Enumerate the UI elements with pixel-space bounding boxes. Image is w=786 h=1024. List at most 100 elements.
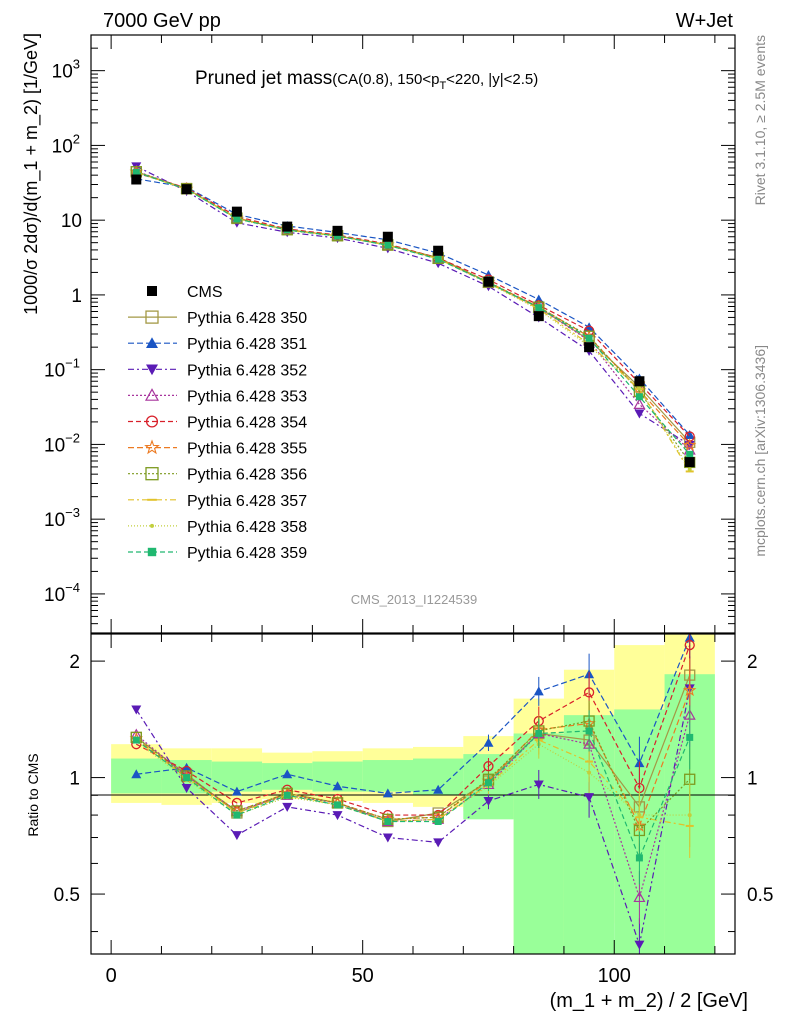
marker [585,334,593,342]
marker [585,727,593,735]
marker [231,206,242,217]
band-green-bin [513,733,564,954]
marker [637,386,642,391]
marker [635,854,643,862]
marker [131,174,142,185]
marker [181,783,192,793]
y-tick-base: 10 [44,585,65,606]
legend-entry: CMS [147,284,223,301]
marker [433,784,444,794]
marker [231,786,242,796]
legend-entry: Pythia 6.428 354 [128,415,307,432]
marker [145,310,159,324]
legend-entry: Pythia 6.428 357 [128,493,307,510]
ratio-uncertainty-bands [111,634,715,954]
legend-entry: Pythia 6.428 358 [128,519,307,536]
ratio-line [136,637,691,795]
marker [384,818,392,826]
marker [283,791,291,799]
marker [634,376,645,387]
marker [231,831,242,841]
ratio-y-tick-label-right: 1 [747,769,758,790]
xlabel: (m_1 + m_2) / 2 [GeV] [550,990,748,1012]
marker [132,168,140,176]
legend-entry: Pythia 6.428 353 [128,388,307,405]
x-tick-label: 100 [598,965,631,987]
marker [484,779,492,787]
y-tick-label: 10−1 [44,356,80,382]
legend-label: Pythia 6.428 355 [187,441,307,458]
marker [583,687,595,698]
main-frame [90,34,736,634]
legend-entry: Pythia 6.428 350 [128,310,307,327]
y-tick-label: 10 [61,211,82,232]
marker [533,311,544,322]
marker [181,184,192,195]
marker [634,940,645,950]
mcplots-label: mcplots.cern.ch [arXiv:1306.3436] [752,345,768,557]
legend-label: Pythia 6.428 353 [187,388,307,405]
legend-entry: Pythia 6.428 355 [128,439,307,458]
y-tick-label: 10−2 [44,430,80,456]
y-tick-exponent: −1 [65,356,80,371]
marker [334,232,342,240]
marker [282,769,293,779]
legend-label: Pythia 6.428 352 [187,362,307,379]
marker [483,737,494,747]
ratio-y-tick-label: 1 [69,769,80,790]
series-line [136,171,691,455]
marker [637,813,642,818]
y-tick-label: 10−4 [44,580,80,606]
marker [332,781,343,791]
cms-data [131,174,695,468]
marker [183,774,191,782]
marker [332,811,343,821]
legend-entry: Pythia 6.428 352 [128,362,307,379]
y-tick-base: 10 [52,62,73,83]
marker [233,811,241,819]
legend-label: Pythia 6.428 354 [187,415,307,432]
ratio-ylabel: Ratio to CMS [25,753,41,836]
ratio-line [135,644,691,816]
y-tick-exponent: −4 [65,580,80,595]
marker [686,733,694,741]
y-tick-label: 10−3 [44,505,80,531]
legend-label: Pythia 6.428 350 [187,310,307,327]
y-tick-exponent: 2 [73,131,80,146]
marker [587,770,592,775]
marker [483,276,494,287]
marker [282,802,293,812]
marker [682,438,697,452]
legend-label: Pythia 6.428 357 [187,493,307,510]
marker [144,388,160,401]
plot-title: Pruned jet mass(CA(0.8), 150<pT<220, |y|… [195,68,538,92]
ratio-series-layer [129,634,697,954]
marker [146,364,158,376]
ratio-y-tick-label-right: 2 [747,652,758,673]
marker [684,457,695,468]
legend: CMS Pythia 6.428 350 Pythia 6.428 351 Pythi… [128,284,307,562]
title-detail-prefix: (CA(0.8), 150<p [332,71,439,88]
marker [584,793,595,803]
header-left: 7000 GeV pp [103,10,221,32]
y-tick-exponent: −3 [65,505,80,520]
legend-label: CMS [187,284,223,301]
marker [150,523,154,528]
marker [483,761,494,772]
marker [687,813,692,818]
ratio-y-tick-label: 0.5 [54,885,80,906]
y-tick-exponent: −2 [65,430,80,445]
marker [132,736,140,744]
legend-label: Pythia 6.428 359 [187,545,307,562]
marker [145,415,159,428]
main-series-layer [129,162,697,473]
marker [584,342,595,353]
main-series-355 [129,164,697,452]
legend-label: Pythia 6.428 358 [187,519,307,536]
ratio-line [135,730,691,860]
marker [535,304,543,312]
marker [634,409,645,419]
legend-entry: Pythia 6.428 351 [128,336,307,353]
marker [382,231,393,242]
